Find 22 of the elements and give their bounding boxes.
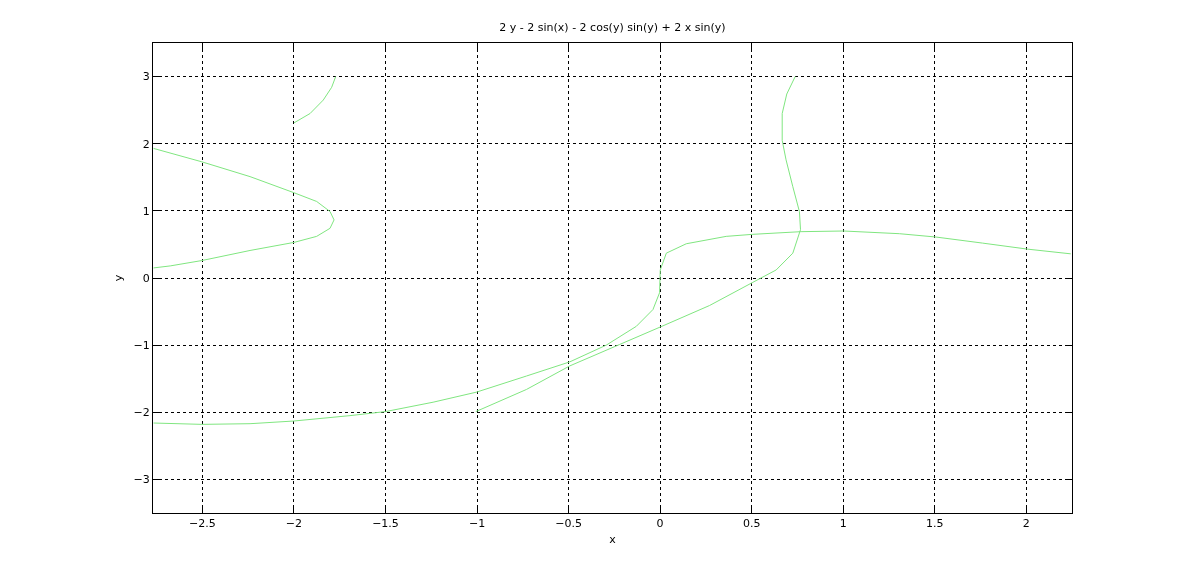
x-tick-label: 0.5	[742, 517, 761, 531]
chart-title: 2 y - 2 sin(x) - 2 cos(y) sin(y) + 2 x sin(y)	[499, 21, 726, 34]
x-tick-label: 1.5	[925, 517, 944, 531]
x-tick-label: −2	[285, 517, 303, 531]
x-axis-title: x	[609, 533, 617, 547]
y-tick-label: 2	[142, 137, 150, 151]
y-tick-label: −2	[133, 406, 150, 420]
y-tick-label: 0	[142, 271, 150, 285]
x-tick-label: 2	[1022, 517, 1030, 531]
y-axis-title: y	[112, 274, 126, 282]
line-series	[293, 76, 337, 124]
x-tick-label: 0	[656, 517, 664, 531]
x-tick-label: 1	[839, 517, 847, 531]
y-tick-label: −1	[133, 338, 150, 352]
y-tick-label: 1	[142, 204, 150, 218]
y-tick-label: −3	[133, 473, 150, 487]
x-tick-label: −2.5	[189, 517, 216, 531]
x-tick-label: −1	[468, 517, 486, 531]
line-series	[153, 147, 335, 269]
x-tick-label: −0.5	[555, 517, 582, 531]
y-tick-label: 3	[142, 70, 150, 84]
x-tick-label: −1.5	[372, 517, 399, 531]
